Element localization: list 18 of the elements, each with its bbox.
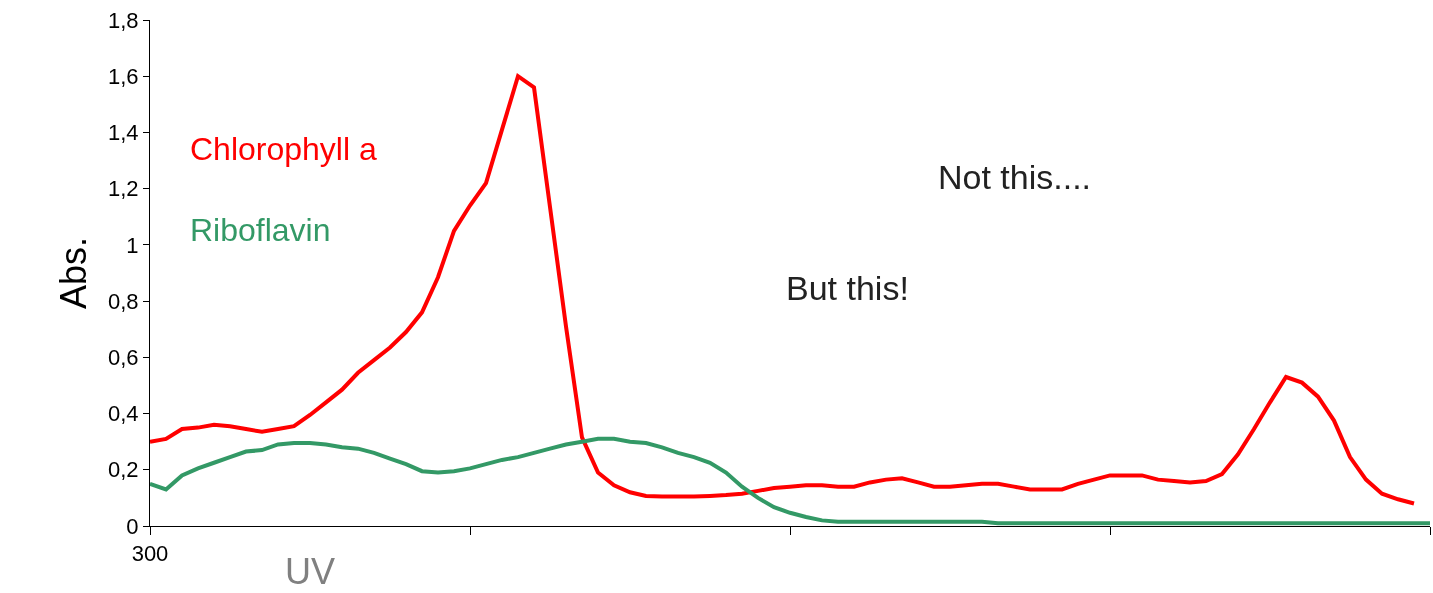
text: Riboflavin <box>190 212 331 248</box>
y-tick-label: 1 <box>126 232 139 258</box>
y-tick-label: 0,2 <box>108 457 139 483</box>
y-tick-label: 0,4 <box>108 401 139 427</box>
y-tick-label: 1,8 <box>108 7 139 33</box>
text: UV <box>285 551 336 592</box>
line-series <box>150 74 1416 506</box>
x-tick-label: 300 <box>131 541 169 567</box>
text: Chlorophyll a <box>190 131 377 167</box>
y-tick-label: 0,8 <box>108 288 139 314</box>
annotation: Not this.... <box>938 158 1092 196</box>
y-tick-label: 1,4 <box>108 120 139 146</box>
annotation: But this! <box>786 269 909 307</box>
y-axis-title: Abs. <box>52 236 94 310</box>
y-tick-label: 0 <box>126 513 139 539</box>
y-tick-label: 0,6 <box>108 345 139 371</box>
y-tick-label: 1,2 <box>108 176 139 202</box>
y-tick-label: 1,6 <box>108 63 139 89</box>
